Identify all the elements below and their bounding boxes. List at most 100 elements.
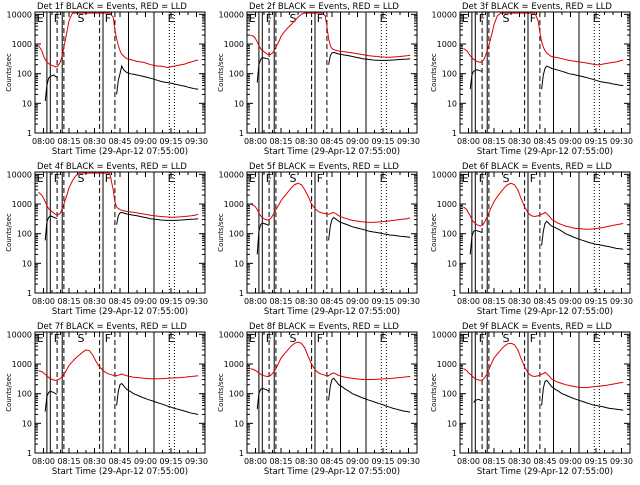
y-tick-label: 10 [447, 99, 457, 108]
x-tick-label: 08:00 [32, 297, 55, 306]
y-tick-label: 10 [447, 419, 457, 428]
y-tick-label: 1 [239, 129, 244, 138]
region-letter: S [290, 12, 297, 25]
x-tick-label: 09:30 [397, 297, 420, 306]
region-letter: E [37, 332, 44, 345]
x-tick-label: 09:15 [371, 297, 394, 306]
x-tick-label: 09:30 [185, 297, 208, 306]
y-tick-label: 10 [22, 259, 32, 268]
region-letter: E [380, 172, 387, 185]
x-tick-label: 08:00 [244, 137, 267, 146]
panel-title: Det 3f BLACK = Events, RED = LLD [462, 2, 612, 12]
y-tick-label: 1 [27, 289, 32, 298]
x-tick-label: 09:15 [371, 457, 394, 466]
x-axis-label: Start Time (29-Apr-12 07:55:00) [52, 147, 188, 157]
x-tick-label: 09:30 [185, 137, 208, 146]
x-tick-label: 08:30 [295, 457, 318, 466]
y-axis-label: Counts/sec [217, 373, 225, 412]
y-tick-label: 1 [27, 129, 32, 138]
x-axis-label: Start Time (29-Apr-12 07:55:00) [477, 147, 613, 157]
y-axis-label: Counts/sec [430, 53, 438, 92]
x-tick-label: 08:00 [457, 457, 480, 466]
x-tick-label: 08:45 [320, 457, 343, 466]
x-tick-label: 09:30 [610, 297, 633, 306]
y-tick-label: 100 [229, 70, 244, 79]
panel-title: Det 9f BLACK = Events, RED = LLD [462, 322, 612, 332]
x-axis-label: Start Time (29-Apr-12 07:55:00) [52, 467, 188, 477]
x-axis-label: Start Time (29-Apr-12 07:55:00) [477, 307, 613, 317]
region-letter: F [530, 12, 536, 25]
region-letter: F [479, 12, 485, 25]
x-tick-label: 09:30 [397, 457, 420, 466]
y-tick-label: 1000 [437, 360, 457, 369]
region-letter: F [54, 332, 60, 345]
events-series-line [469, 65, 624, 90]
events-series-line [473, 379, 624, 411]
events-series-line [256, 377, 411, 413]
region-letter: E [593, 172, 600, 185]
lld-series-line [38, 172, 199, 218]
plot-frame [459, 331, 631, 454]
region-letter: S [503, 172, 510, 185]
y-tick-label: 1000 [224, 200, 244, 209]
region-letter: E [249, 332, 256, 345]
x-tick-label: 08:45 [533, 457, 556, 466]
panel-title: Det 7f BLACK = Events, RED = LLD [37, 322, 187, 332]
x-tick-label: 08:30 [295, 297, 318, 306]
y-tick-label: 1000 [437, 200, 457, 209]
x-tick-label: 08:00 [457, 137, 480, 146]
y-tick-label: 100 [17, 230, 32, 239]
x-tick-label: 08:00 [457, 297, 480, 306]
region-letter: S [290, 332, 297, 345]
region-letter: E [249, 172, 256, 185]
region-letter: F [54, 172, 60, 185]
x-tick-label: 09:15 [584, 297, 607, 306]
region-letter: F [266, 172, 272, 185]
y-tick-label: 10000 [219, 330, 244, 339]
x-tick-label: 08:30 [508, 297, 531, 306]
region-letter: F [530, 172, 536, 185]
x-tick-label: 08:15 [269, 137, 292, 146]
y-tick-label: 10 [447, 259, 457, 268]
y-tick-label: 10 [234, 419, 244, 428]
x-tick-label: 09:30 [610, 137, 633, 146]
x-tick-label: 08:15 [57, 297, 80, 306]
region-letter: E [168, 332, 175, 345]
region-letter: F [105, 172, 111, 185]
panel-title: Det 5f BLACK = Events, RED = LLD [249, 162, 399, 172]
x-tick-label: 09:00 [346, 137, 369, 146]
y-tick-label: 1 [452, 449, 457, 458]
y-axis-label: Counts/sec [5, 53, 13, 92]
x-axis-label: Start Time (29-Apr-12 07:55:00) [264, 467, 400, 477]
x-tick-label: 08:00 [32, 457, 55, 466]
x-tick-label: 09:15 [584, 457, 607, 466]
region-letter: S [503, 332, 510, 345]
plot-frame [246, 171, 418, 294]
y-tick-label: 100 [229, 390, 244, 399]
y-tick-label: 100 [17, 70, 32, 79]
region-letter: E [462, 332, 469, 345]
y-axis-label: Counts/sec [430, 373, 438, 412]
x-tick-label: 09:00 [134, 457, 157, 466]
region-letter: E [380, 332, 387, 345]
x-tick-label: 09:00 [346, 297, 369, 306]
region-letter: F [479, 332, 485, 345]
x-axis-label: Start Time (29-Apr-12 07:55:00) [477, 467, 613, 477]
events-series-line [469, 220, 624, 255]
x-tick-label: 08:45 [533, 297, 556, 306]
y-tick-label: 10000 [432, 330, 457, 339]
region-letter: F [479, 172, 485, 185]
y-axis-label: Counts/sec [217, 53, 225, 92]
y-tick-label: 1 [239, 289, 244, 298]
region-letter: F [317, 332, 323, 345]
events-series-line [44, 64, 199, 102]
y-tick-label: 100 [229, 230, 244, 239]
x-tick-label: 08:30 [508, 137, 531, 146]
x-tick-label: 08:15 [57, 137, 80, 146]
panel-title: Det 4f BLACK = Events, RED = LLD [37, 162, 187, 172]
